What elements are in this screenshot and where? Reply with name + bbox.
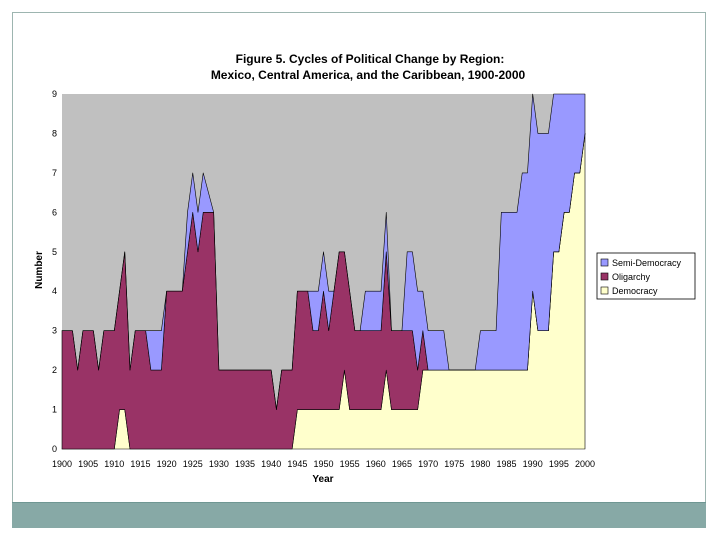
x-tick-label: 1910	[104, 459, 124, 469]
x-tick-label: 1915	[130, 459, 150, 469]
x-axis-label: Year	[312, 474, 333, 485]
y-tick-label: 4	[52, 286, 57, 296]
x-tick-label: 1985	[497, 459, 517, 469]
x-tick-label: 1950	[313, 459, 333, 469]
x-tick-label: 1965	[392, 459, 412, 469]
x-tick-label: 1935	[235, 459, 255, 469]
y-tick-label: 7	[52, 168, 57, 178]
y-tick-label: 3	[52, 326, 57, 336]
y-tick-label: 1	[52, 405, 57, 415]
y-tick-label: 6	[52, 207, 57, 217]
x-tick-label: 1995	[549, 459, 569, 469]
x-tick-label: 1930	[209, 459, 229, 469]
y-tick-label: 8	[52, 128, 57, 138]
y-axis: 0 1 2 3 4 5 6 7 8 9	[52, 89, 57, 454]
y-tick-label: 5	[52, 247, 57, 257]
x-axis: 1900 1905 1910 1915 1920 1925 1930 1935 1940 1945…	[52, 459, 595, 469]
chart-title: Figure 5. Cycles of Political Change by …	[236, 52, 505, 66]
x-tick-label: 1960	[366, 459, 386, 469]
legend-label-semi-democracy: Semi-Democracy	[612, 258, 682, 268]
y-axis-label: Number	[34, 251, 45, 289]
x-tick-label: 1920	[157, 459, 177, 469]
x-tick-label: 1905	[78, 459, 98, 469]
area-semi-democracy	[61, 93, 586, 410]
legend-box	[596, 252, 696, 300]
stacked-areas	[61, 93, 586, 450]
x-tick-label: 1945	[287, 459, 307, 469]
legend-label-oligarchy: Oligarchy	[612, 272, 651, 282]
x-tick-label: 2000	[575, 459, 595, 469]
chart-subtitle: Mexico, Central America, and the Caribbe…	[211, 68, 526, 82]
x-tick-label: 1940	[261, 459, 281, 469]
x-tick-label: 1990	[523, 459, 543, 469]
legend-label-democracy: Democracy	[612, 286, 658, 296]
x-tick-label: 1900	[52, 459, 72, 469]
x-tick-label: 1980	[470, 459, 490, 469]
legend-swatch-oligarchy	[600, 272, 609, 281]
x-tick-label: 1955	[340, 459, 360, 469]
x-tick-label: 1970	[418, 459, 438, 469]
y-tick-label: 0	[52, 444, 57, 454]
y-tick-label: 9	[52, 89, 57, 99]
legend-swatch-democracy	[600, 286, 609, 295]
x-tick-label: 1975	[444, 459, 464, 469]
legend-swatch-semi-democracy	[600, 258, 609, 267]
y-tick-label: 2	[52, 365, 57, 375]
footer-bar	[12, 502, 706, 528]
legend: Semi-Democracy Oligarchy Democracy	[596, 252, 696, 300]
x-tick-label: 1925	[183, 459, 203, 469]
